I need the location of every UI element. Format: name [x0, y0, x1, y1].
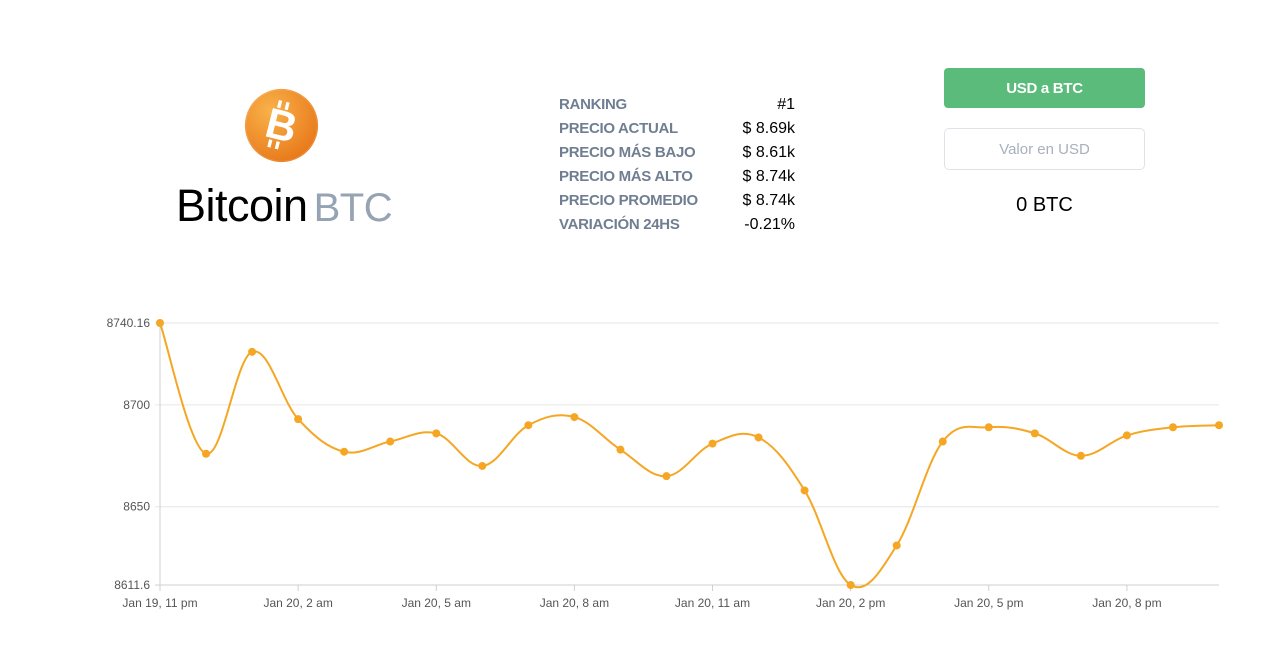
- x-tick-label: Jan 20, 8 am: [540, 596, 609, 610]
- stat-row-highest-price: PRECIO MÁS ALTO $ 8.74k: [559, 165, 795, 189]
- data-point: [984, 423, 993, 432]
- usd-to-btc-button[interactable]: USD a BTC: [944, 68, 1145, 108]
- stat-row-ranking: RANKING #1: [559, 93, 795, 117]
- data-point: [432, 429, 441, 438]
- data-point: [294, 415, 303, 424]
- stat-value: $ 8.74k: [742, 192, 795, 209]
- data-point: [156, 319, 164, 327]
- stat-value: $ 8.69k: [742, 120, 795, 137]
- stat-label: PRECIO MÁS ALTO: [559, 168, 693, 185]
- price-series-line: [159, 322, 1220, 589]
- data-point: [478, 461, 487, 470]
- stats-table: RANKING #1 PRECIO ACTUAL $ 8.69k PRECIO …: [559, 93, 795, 237]
- x-tick-label: Jan 20, 8 pm: [1092, 596, 1161, 610]
- usd-value-input[interactable]: [944, 128, 1145, 170]
- stat-value: -0.21%: [744, 216, 795, 233]
- data-point: [1122, 431, 1131, 440]
- data-point: [662, 472, 671, 481]
- y-tick-label: 8700: [123, 398, 150, 412]
- stat-row-variation-24h: VARIACIÓN 24HS -0.21%: [559, 213, 795, 237]
- x-tick-label: Jan 20, 2 pm: [816, 596, 885, 610]
- stat-value: $ 8.74k: [742, 168, 795, 185]
- stat-label: PRECIO PROMEDIO: [559, 192, 698, 209]
- data-point: [202, 449, 211, 458]
- stat-row-average-price: PRECIO PROMEDIO $ 8.74k: [559, 189, 795, 213]
- data-point: [754, 433, 763, 442]
- x-tick-label: Jan 20, 5 am: [402, 596, 471, 610]
- data-point: [846, 581, 855, 589]
- stat-row-current-price: PRECIO ACTUAL $ 8.69k: [559, 117, 795, 141]
- data-point: [800, 486, 809, 495]
- data-point: [1168, 423, 1177, 432]
- x-tick-label: Jan 20, 11 am: [675, 596, 750, 610]
- y-tick-label: 8740.16: [107, 316, 151, 330]
- stat-label: RANKING: [559, 96, 627, 113]
- stat-label: PRECIO MÁS BAJO: [559, 144, 696, 161]
- y-tick-label: 8650: [123, 500, 150, 514]
- data-point: [524, 421, 533, 430]
- data-point: [616, 445, 625, 454]
- data-point: [1030, 429, 1039, 438]
- stat-value: #1: [777, 96, 795, 113]
- stat-label: VARIACIÓN 24HS: [559, 216, 680, 233]
- x-tick-label: Jan 20, 5 pm: [954, 596, 1023, 610]
- y-tick-label: 8611.6: [114, 578, 150, 592]
- data-point: [1215, 421, 1223, 430]
- btc-result: 0 BTC: [1016, 194, 1073, 216]
- data-point: [938, 437, 947, 446]
- data-point: [248, 347, 257, 356]
- data-point: [708, 439, 717, 448]
- x-tick-label: Jan 20, 2 am: [263, 596, 332, 610]
- bitcoin-logo-icon: B: [244, 88, 319, 163]
- coin-symbol: BTC: [313, 186, 393, 230]
- stat-row-lowest-price: PRECIO MÁS BAJO $ 8.61k: [559, 141, 795, 165]
- data-point: [340, 447, 349, 456]
- data-point: [570, 413, 579, 422]
- stat-label: PRECIO ACTUAL: [559, 120, 678, 137]
- data-point: [892, 541, 901, 550]
- data-point: [386, 437, 395, 446]
- data-point: [1076, 451, 1085, 460]
- coin-name: Bitcoin: [176, 180, 308, 231]
- stat-value: $ 8.61k: [742, 144, 795, 161]
- x-tick-label: Jan 19, 11 pm: [122, 596, 197, 610]
- coin-title: Bitcoin BTC: [176, 180, 393, 234]
